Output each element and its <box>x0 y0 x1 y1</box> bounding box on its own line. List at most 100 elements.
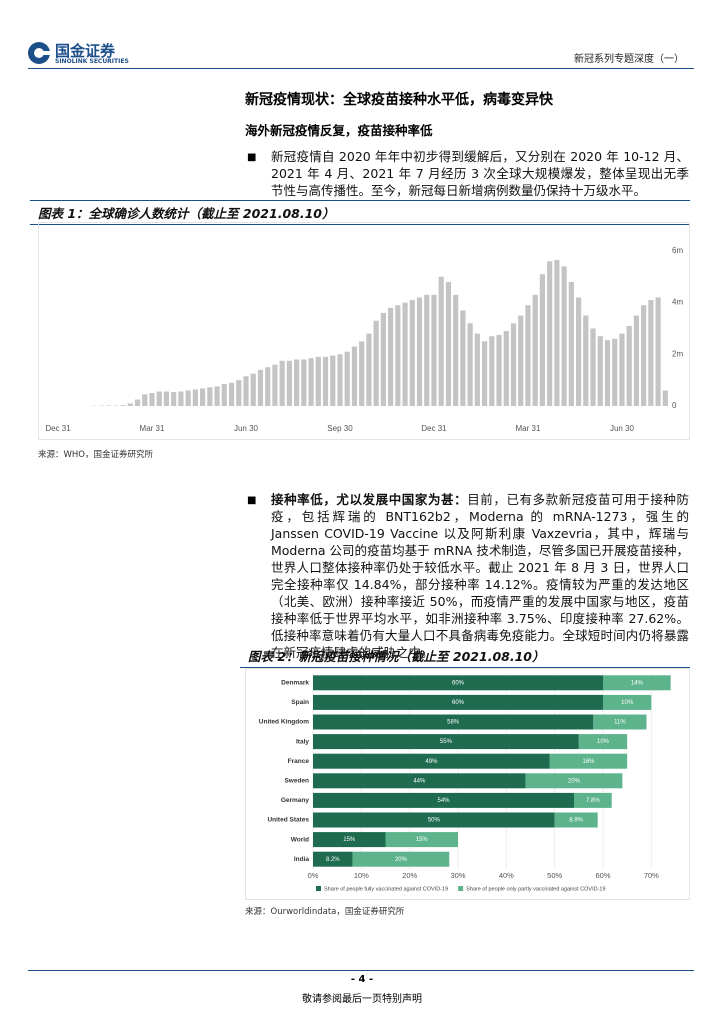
value-label: 15% <box>416 837 429 843</box>
bar <box>171 392 177 406</box>
bar <box>590 328 596 406</box>
bar <box>351 346 358 406</box>
y-tick-label: France <box>288 758 310 765</box>
bar <box>445 281 452 406</box>
disclaimer: 敬请参阅最后一页特别声明 <box>302 994 422 1005</box>
value-label: 16% <box>582 759 595 765</box>
y-tick-label: 6m <box>672 246 683 255</box>
bar <box>359 341 365 406</box>
bar-segment <box>313 792 574 808</box>
bar <box>149 393 155 406</box>
bar <box>641 305 647 406</box>
x-tick-label: 40% <box>499 871 514 880</box>
bar <box>626 325 632 406</box>
bullet: ■ <box>247 152 257 163</box>
bar <box>431 294 437 406</box>
bar <box>156 391 162 406</box>
bar-segment <box>603 675 671 691</box>
header-rule <box>28 68 694 69</box>
bar <box>142 394 148 406</box>
bar-segment <box>313 812 555 828</box>
value-label: 10% <box>621 700 634 706</box>
bar <box>214 386 220 406</box>
paragraph: 新冠疫情自 2020 年年中初步得到缓解后，又分别在 2020 年 10-12 … <box>271 149 689 198</box>
bar-segment <box>525 773 623 789</box>
bar <box>106 405 112 406</box>
y-tick-label: United States <box>267 817 309 824</box>
value-label: 15% <box>343 837 356 843</box>
value-label: 58% <box>447 720 460 726</box>
bar <box>547 261 553 406</box>
bar <box>532 294 538 406</box>
y-tick-label: World <box>291 836 309 843</box>
value-label: 7.8% <box>586 798 600 804</box>
chart: 0% 10% 20% 30% 40% 50% 60% 70% Denmark 60% 14% Spai… <box>245 668 690 900</box>
x-tick-label: 0% <box>308 871 319 880</box>
value-label: 49% <box>425 759 438 765</box>
y-tick-label: Germany <box>281 797 310 804</box>
bar <box>662 390 668 406</box>
value-label: 20% <box>395 857 408 863</box>
x-tick-label: Mar 31 <box>516 424 541 433</box>
bar <box>402 302 408 406</box>
bar <box>221 384 227 406</box>
bar-segment <box>313 851 353 867</box>
bar <box>554 259 560 406</box>
bar <box>438 276 444 406</box>
y-tick-label: Sweden <box>284 778 309 785</box>
bar <box>424 294 430 406</box>
bar <box>575 297 582 406</box>
bar <box>387 307 394 406</box>
bar <box>127 403 133 406</box>
bar <box>453 294 459 406</box>
y-tick-label: 2m <box>672 349 683 358</box>
section-title: 新冠疫情现状：全球疫苗接种水平低，病毒变异快 <box>245 92 553 108</box>
bar <box>510 323 517 406</box>
series-title: 新冠系列专题深度（一） <box>574 54 684 65</box>
bar <box>539 274 546 406</box>
source: 来源：Ourworldindata，国金证券研究所 <box>245 907 405 917</box>
bar <box>481 341 488 406</box>
legend-swatch <box>316 886 321 891</box>
y-tick-label: India <box>294 856 310 863</box>
bar-segment <box>352 851 450 867</box>
bar <box>489 336 495 406</box>
value-label: 55% <box>440 739 453 745</box>
bar-segment <box>313 832 386 848</box>
value-label: 60% <box>452 700 465 706</box>
bar <box>236 380 242 406</box>
bar-segment <box>549 753 628 769</box>
page-number: - 4 - <box>350 974 374 985</box>
x-tick-label: 70% <box>644 871 659 880</box>
bar-segment <box>385 832 458 848</box>
x-tick-label: 30% <box>450 871 465 880</box>
bar <box>185 390 191 406</box>
bar <box>294 359 300 406</box>
bar <box>272 364 278 406</box>
bar <box>163 391 170 406</box>
bar <box>496 334 502 406</box>
x-tick-label: 50% <box>547 871 562 880</box>
bar-segment <box>313 773 526 789</box>
value-label: 54% <box>437 798 450 804</box>
y-tick-label: 0 <box>672 401 677 410</box>
x-tick-label: Sep 30 <box>327 424 353 433</box>
bar <box>467 323 473 406</box>
bar <box>265 367 271 406</box>
bar <box>344 351 350 406</box>
bar-segment <box>313 753 550 769</box>
bar <box>503 331 509 406</box>
y-tick-label: Italy <box>296 738 309 745</box>
value-label: 20% <box>568 778 581 784</box>
y-tick-label: United Kingdom <box>259 719 309 726</box>
bar-segment <box>603 694 652 710</box>
legend-swatch <box>458 886 464 891</box>
bar <box>619 333 625 406</box>
x-tick-label: 60% <box>595 871 610 880</box>
bar-segment <box>574 792 612 808</box>
bar <box>525 305 531 406</box>
bar-segment <box>313 714 594 730</box>
bar-segment <box>313 734 579 750</box>
x-tick-label: Jun 30 <box>234 424 259 433</box>
y-tick-label: Spain <box>291 699 309 706</box>
